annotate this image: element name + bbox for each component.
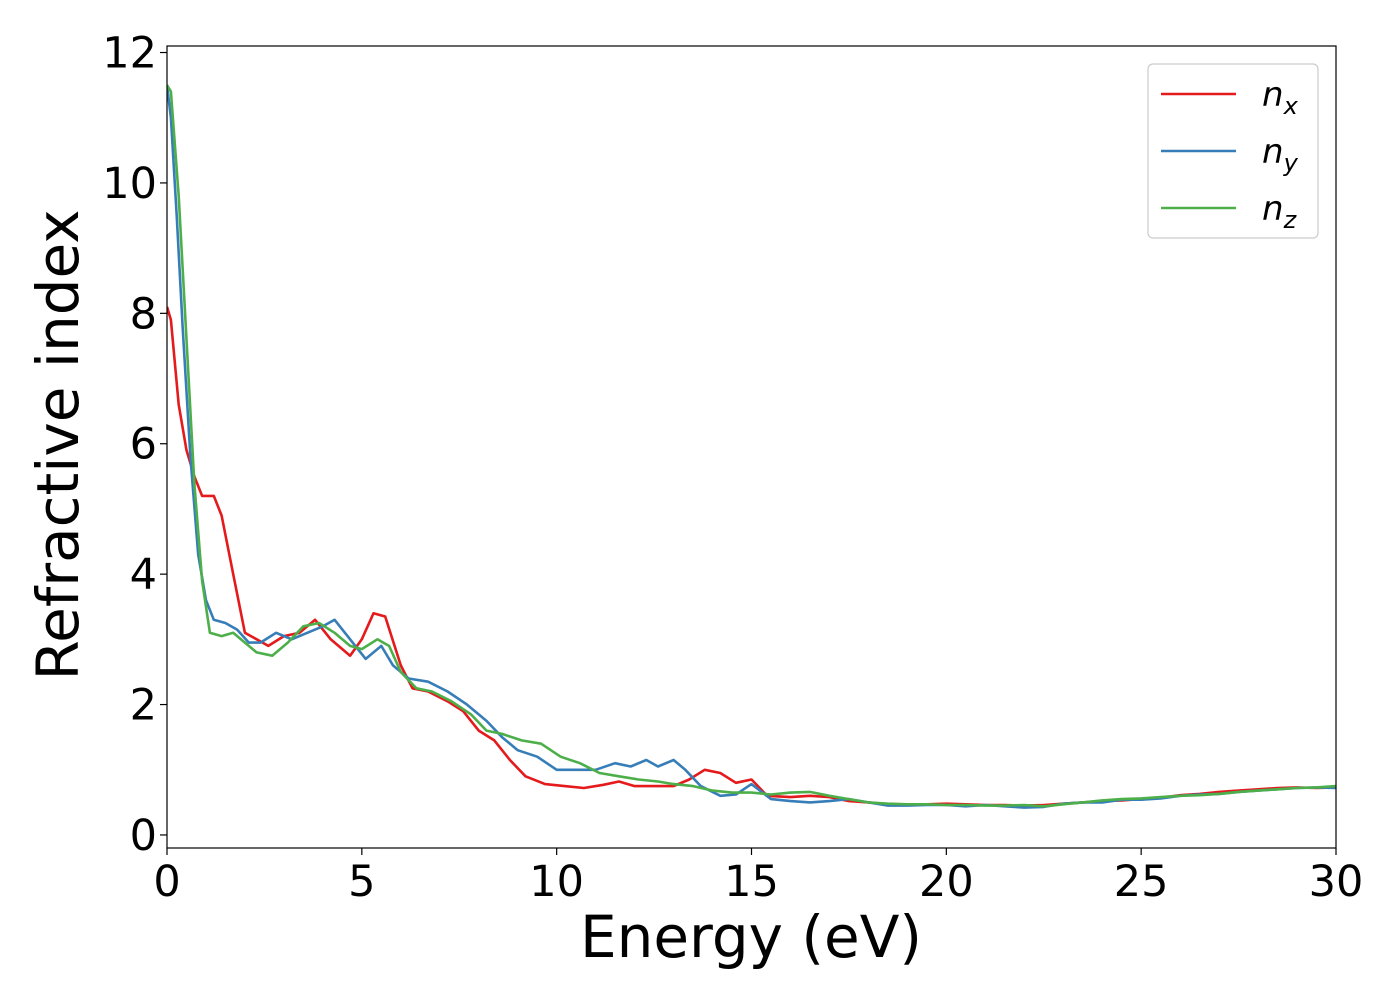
x-tick-label: 25	[1114, 857, 1169, 907]
series-line-n_y	[167, 84, 1336, 809]
x-axis-title: Energy (eV)	[580, 903, 922, 971]
x-tick-label: 5	[348, 857, 375, 907]
y-tick-label: 6	[130, 420, 157, 470]
y-tick-label: 0	[130, 811, 157, 861]
y-tick-label: 2	[130, 681, 157, 731]
x-tick-label: 20	[919, 857, 974, 907]
legend-label-n_y: ny	[1262, 132, 1299, 177]
x-tick-label: 0	[153, 857, 180, 907]
legend-label-n_z: nz	[1262, 189, 1298, 234]
y-tick-label: 10	[102, 159, 157, 209]
x-tick-label: 15	[724, 857, 779, 907]
legend-label-n_x: nx	[1262, 75, 1299, 120]
x-axis-ticks: 0 5 10 15 20 25 30	[153, 848, 1363, 907]
y-tick-label: 8	[130, 289, 157, 339]
y-axis-ticks: 0 2 4 6 8 10 12	[102, 29, 167, 861]
y-axis-title: Refractive index	[24, 209, 92, 680]
legend: nx ny nz	[1147, 63, 1319, 239]
x-tick-label: 10	[529, 857, 584, 907]
series-line-n_x	[167, 306, 1336, 807]
x-tick-label: 30	[1309, 857, 1364, 907]
plot-lines	[167, 84, 1336, 809]
y-tick-label: 4	[130, 550, 157, 600]
series-line-n_z	[167, 84, 1336, 808]
y-tick-label: 12	[102, 29, 157, 79]
